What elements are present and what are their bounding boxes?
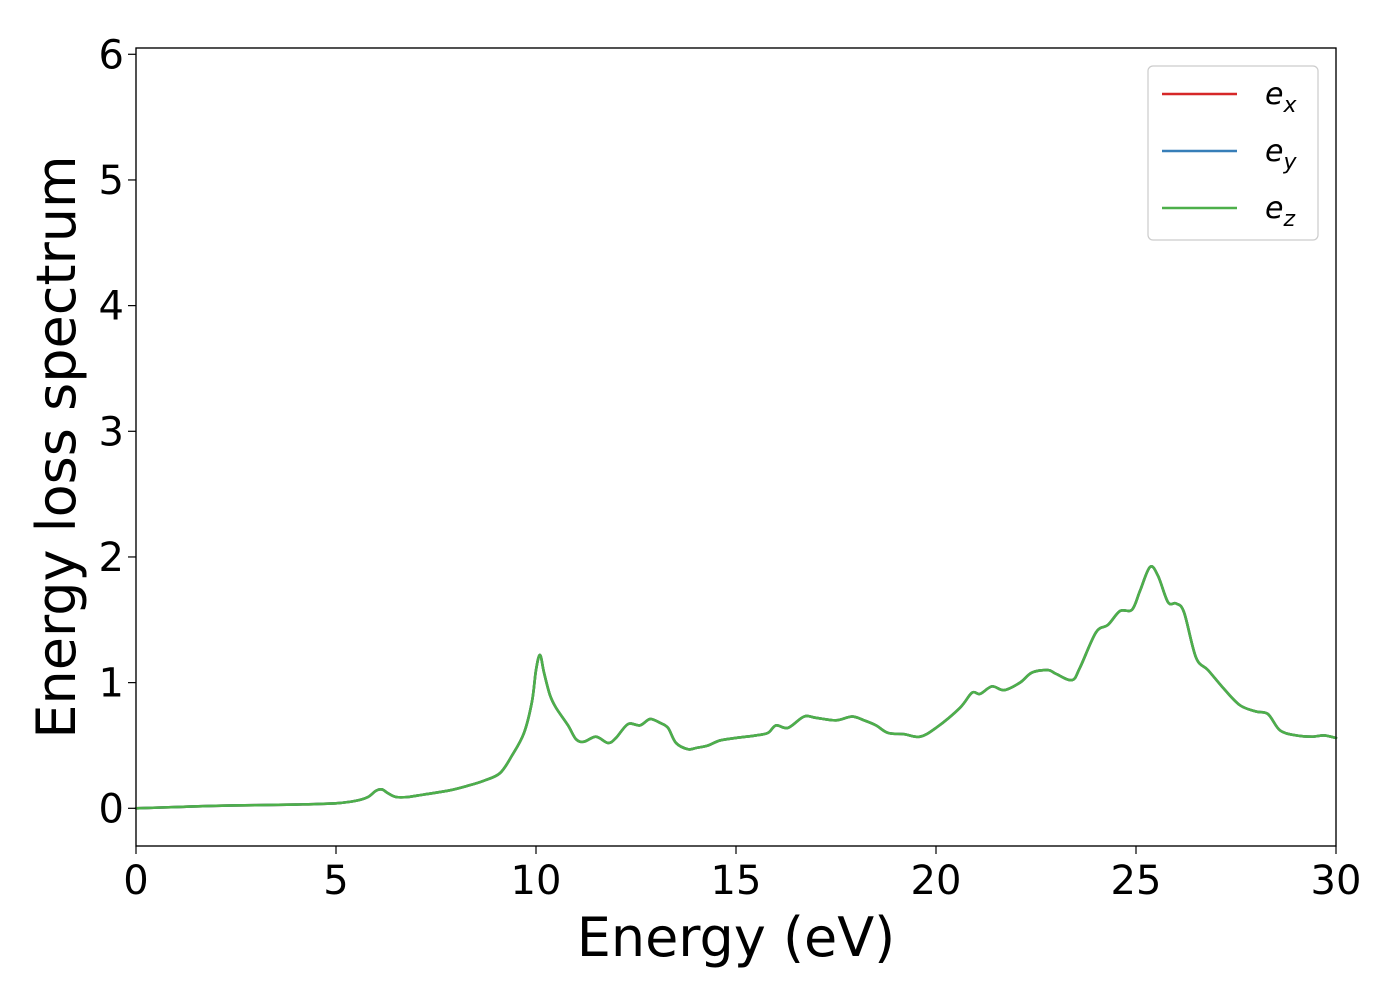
legend-label-subscript: x bbox=[1282, 93, 1297, 118]
y-axis-label: Energy loss spectrum bbox=[25, 155, 88, 738]
y-tick-label: 4 bbox=[99, 284, 124, 330]
series-line-ez bbox=[134, 565, 1338, 810]
x-axis-ticks: 0 5 10 15 20 25 30 bbox=[123, 846, 1361, 904]
series-layer bbox=[134, 565, 1338, 810]
x-tick-label: 25 bbox=[1111, 858, 1162, 904]
legend-box bbox=[1147, 65, 1319, 241]
x-axis-label: Energy (eV) bbox=[577, 906, 896, 969]
y-tick-label: 1 bbox=[99, 661, 124, 707]
plot-area bbox=[134, 47, 1338, 847]
y-tick-label: 0 bbox=[99, 786, 124, 832]
x-tick-label: 5 bbox=[323, 858, 348, 904]
x-tick-label: 20 bbox=[911, 858, 962, 904]
legend-label-subscript: z bbox=[1282, 207, 1295, 232]
y-tick-label: 6 bbox=[99, 32, 124, 78]
y-tick-label: 5 bbox=[99, 158, 124, 204]
x-tick-label: 30 bbox=[1311, 858, 1362, 904]
legend-label-base: e bbox=[1265, 191, 1283, 226]
y-axis-ticks: 0 1 2 3 4 5 6 bbox=[99, 32, 136, 832]
y-tick-label: 3 bbox=[99, 409, 124, 455]
x-tick-label: 0 bbox=[123, 858, 148, 904]
legend-label-subscript: y bbox=[1282, 150, 1297, 175]
legend-label-ey: ey bbox=[1265, 134, 1297, 175]
legend-label-base: e bbox=[1265, 134, 1283, 169]
legend-label-base: e bbox=[1265, 77, 1283, 112]
y-tick-label: 2 bbox=[99, 535, 124, 581]
x-tick-label: 15 bbox=[711, 858, 762, 904]
axes-frame bbox=[135, 47, 1337, 847]
legend-label-ex: ex bbox=[1265, 77, 1297, 118]
legend-label-ez: ez bbox=[1265, 191, 1295, 232]
x-tick-label: 10 bbox=[511, 858, 562, 904]
